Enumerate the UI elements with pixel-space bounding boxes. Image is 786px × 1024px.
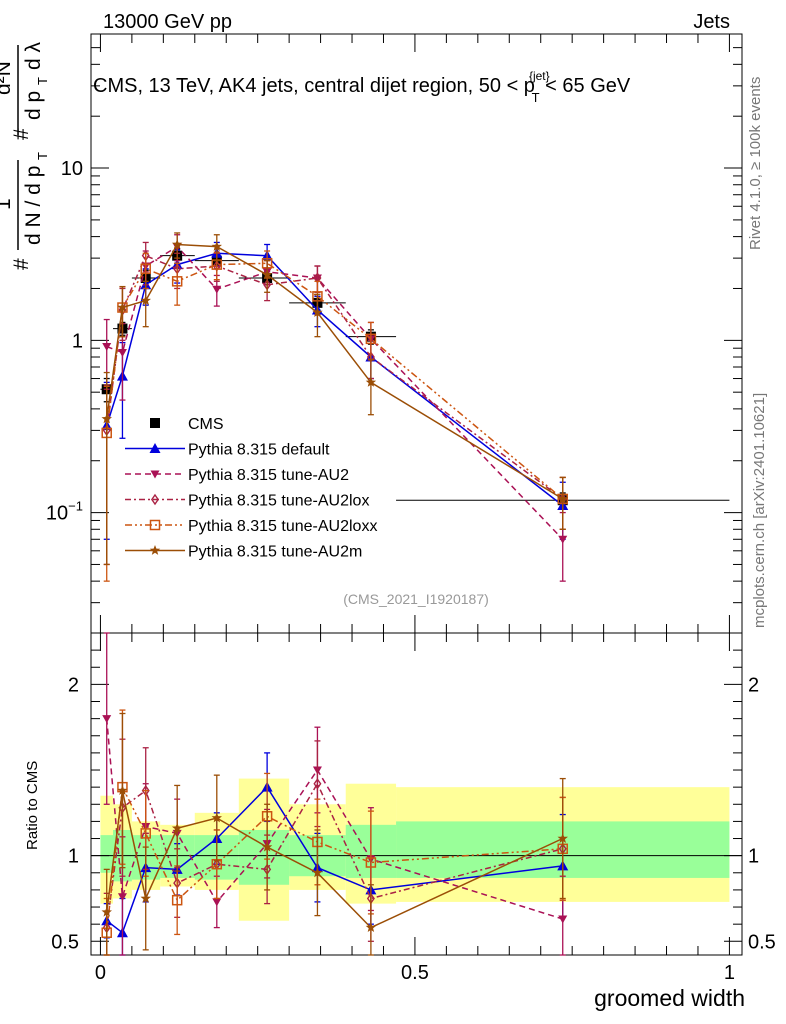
ratio-uncertainty-bands — [100, 778, 730, 921]
x-tick-label: 0 — [95, 962, 106, 984]
main-series-pythia-8-315-tune-au2m — [101, 232, 568, 566]
data-point — [365, 333, 377, 345]
data-point — [101, 413, 112, 424]
data-point — [261, 841, 273, 852]
legend-marker — [149, 443, 161, 453]
legend-entry: CMS — [150, 416, 224, 433]
data-point — [313, 778, 322, 790]
legend-label: Pythia 8.315 tune-AU2loxx — [188, 518, 377, 535]
svg-text:d p: d p — [22, 91, 45, 120]
main-title: CMS, 13 TeV, AK4 jets, central dijet reg… — [93, 69, 631, 105]
legend-label: Pythia 8.315 tune-AU2lox — [188, 493, 369, 510]
data-point — [102, 343, 112, 352]
data-point — [171, 239, 183, 249]
green-band-bin — [238, 829, 290, 885]
legend-marker — [150, 470, 160, 479]
main-y-tick-label: 1 — [72, 330, 83, 352]
mcplots-label: mcplots.cern.ch [arXiv:2401.10621] — [751, 393, 768, 628]
energy-label: 13000 GeV pp — [103, 11, 232, 33]
main-y-axis-label: # 1 d N / d p T # d²N d p T d λ — [0, 41, 50, 270]
data-point — [140, 893, 151, 903]
ratio-y-tick-label-right: 2 — [748, 674, 759, 696]
data-point — [557, 833, 568, 843]
data-point — [212, 285, 222, 294]
legend-entry: Pythia 8.315 tune-AU2m — [125, 544, 362, 561]
legend-entry: Pythia 8.315 tune-AU2lox — [125, 493, 369, 510]
main-series-pythia-8-315-tune-au2lox — [102, 241, 567, 566]
x-tick-label: 0.5 — [401, 962, 429, 984]
data-point — [171, 894, 183, 906]
svg-text:d λ: d λ — [22, 41, 45, 70]
analysis-id: (CMS_2021_I1920187) — [343, 591, 489, 607]
rivet-label: Rivet 4.1.0, ≥ 100k events — [747, 77, 764, 250]
ratio-y-label: Ratio to CMS — [24, 761, 41, 850]
data-point — [365, 922, 377, 932]
data-point — [365, 376, 377, 387]
x-tick-label: 1 — [724, 962, 735, 984]
ratio-y-tick-label: 1 — [68, 846, 79, 868]
category-label: Jets — [693, 11, 730, 33]
x-axis-label: groomed width — [594, 985, 745, 1011]
data-point — [117, 785, 128, 795]
legend-entry: Pythia 8.315 tune-AU2loxx — [125, 518, 377, 535]
data-point — [117, 348, 127, 357]
data-point — [117, 893, 127, 902]
legend: CMS Pythia 8.315 default Pythia 8.315 tune… — [125, 416, 377, 561]
data-point — [211, 812, 222, 823]
data-point — [171, 822, 183, 833]
svg-text:1: 1 — [0, 198, 15, 210]
data-point — [140, 828, 151, 839]
ratio-y-tick-label: 0.5 — [51, 931, 79, 953]
ratio-frame — [90, 632, 743, 956]
legend-label: Pythia 8.315 tune-AU2 — [188, 467, 349, 484]
main-y-tick-label: 10−1 — [46, 499, 83, 525]
data-point — [365, 857, 377, 868]
data-point — [211, 241, 222, 251]
data-point — [117, 302, 128, 312]
legend-entry: Pythia 8.315 default — [125, 442, 330, 459]
data-point — [212, 898, 222, 907]
legend-label: CMS — [188, 416, 224, 433]
ratio-y-tick-label-right: 1 — [748, 846, 759, 868]
svg-text:d N / d p: d N / d p — [22, 166, 45, 245]
legend-marker — [150, 418, 160, 428]
data-point — [171, 276, 183, 287]
data-point — [102, 715, 112, 724]
ratio-panel: 0.5 0.5 1 1 2 2 0 0.5 1 — [51, 632, 776, 984]
main-y-tick-label: 10 — [61, 158, 83, 180]
data-point — [558, 535, 568, 544]
data-point — [101, 906, 112, 917]
svg-text:T: T — [35, 77, 50, 85]
data-point — [557, 493, 568, 504]
legend-marker — [150, 493, 160, 506]
legend-entry: Pythia 8.315 tune-AU2 — [125, 467, 349, 484]
ratio-y-tick-label: 2 — [68, 674, 79, 696]
ratio-y-tick-label-right: 0.5 — [748, 931, 776, 953]
data-point — [558, 915, 568, 924]
data-point — [140, 263, 151, 275]
svg-text:#: # — [10, 128, 33, 140]
svg-text:T: T — [35, 152, 50, 160]
svg-text:d²N: d²N — [0, 61, 15, 95]
data-point — [312, 307, 323, 317]
data-point — [261, 269, 273, 280]
ratio-series-pythia-8-315-tune-au2m — [101, 712, 568, 956]
series-line — [105, 254, 564, 500]
legend-label: Pythia 8.315 tune-AU2m — [188, 544, 362, 561]
data-point — [140, 295, 151, 306]
svg-text:#: # — [10, 258, 33, 270]
data-point — [312, 867, 323, 878]
legend-label: Pythia 8.315 default — [188, 442, 330, 459]
series-line — [105, 262, 564, 500]
legend-marker — [149, 545, 161, 555]
main-panel: 10−1 1 10 — [46, 33, 743, 634]
legend-marker — [149, 519, 161, 531]
green-band-bin — [100, 835, 114, 873]
